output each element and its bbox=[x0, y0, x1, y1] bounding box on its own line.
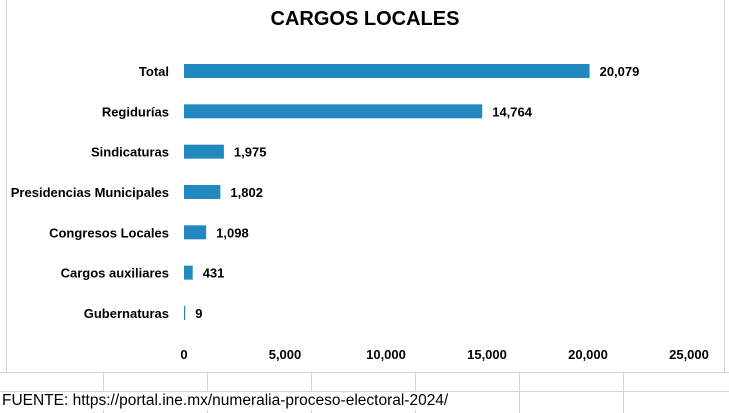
category-label: Cargos auxiliares bbox=[61, 266, 169, 281]
data-label: 1,802 bbox=[230, 185, 263, 200]
bar bbox=[184, 225, 207, 240]
bar bbox=[184, 64, 590, 78]
footer-cell-border bbox=[623, 373, 624, 413]
x-tick-label: 5,000 bbox=[269, 347, 302, 362]
sheet-column-edge-left bbox=[0, 0, 7, 372]
bar bbox=[184, 104, 483, 119]
x-tick-label: 20,000 bbox=[568, 347, 608, 362]
sheet-column-edge-right bbox=[724, 0, 729, 372]
x-tick-label: 15,000 bbox=[467, 347, 507, 362]
data-label: 1,098 bbox=[216, 225, 249, 240]
category-label: Sindicaturas bbox=[91, 145, 169, 160]
category-label: Gubernaturas bbox=[84, 306, 169, 321]
chart-title: CARGOS LOCALES bbox=[271, 8, 460, 30]
bar bbox=[184, 144, 224, 159]
chart-area[interactable]: CARGOS LOCALES Total 20,079 Regidurías 14,7… bbox=[0, 0, 729, 372]
bar-chart: CARGOS LOCALES Total 20,079 Regidurías 14,7… bbox=[11, 8, 709, 362]
bar bbox=[184, 265, 193, 280]
data-label: 1,975 bbox=[234, 145, 267, 160]
data-label: 9 bbox=[195, 306, 202, 321]
bar bbox=[184, 184, 221, 199]
footer-row: FUENTE: https://portal.ine.mx/numeralia-… bbox=[0, 372, 729, 413]
x-tick-label: 10,000 bbox=[366, 347, 406, 362]
category-label: Congresos Locales bbox=[49, 225, 169, 240]
bar bbox=[184, 305, 186, 320]
bars-group: Total 20,079 Regidurías 14,764 Sindicaturas 1… bbox=[11, 64, 640, 321]
category-label: Total bbox=[139, 64, 169, 79]
data-label: 20,079 bbox=[600, 64, 640, 79]
x-tick-label: 0 bbox=[180, 347, 187, 362]
data-label: 14,764 bbox=[492, 104, 533, 119]
footer-cell-border bbox=[519, 373, 520, 413]
category-label: Regidurías bbox=[102, 104, 169, 119]
data-label: 431 bbox=[203, 266, 225, 281]
source-note[interactable]: FUENTE: https://portal.ine.mx/numeralia-… bbox=[2, 392, 451, 410]
x-tick-label: 25,000 bbox=[669, 347, 709, 362]
category-label: Presidencias Municipales bbox=[11, 185, 169, 200]
footer-gridline bbox=[0, 391, 729, 392]
